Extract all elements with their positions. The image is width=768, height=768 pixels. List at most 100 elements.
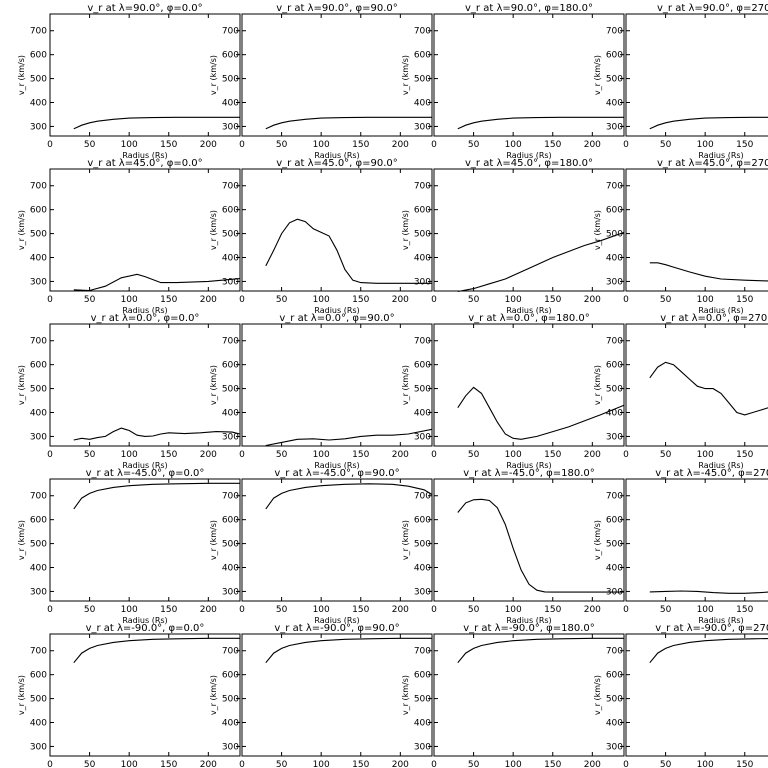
x-tick-label: 150	[160, 605, 177, 615]
y-tick-label: 400	[414, 719, 431, 729]
y-tick-label: 600	[606, 206, 623, 216]
series-line	[265, 218, 432, 284]
x-tick-label: 50	[468, 450, 480, 460]
y-tick-label: 400	[30, 409, 47, 419]
y-tick-label: 700	[606, 337, 623, 347]
plot-frame	[241, 13, 433, 137]
y-tick-label: 600	[30, 516, 47, 526]
y-tick-label: 700	[414, 182, 431, 192]
x-tick-label: 200	[392, 605, 409, 615]
x-tick-label: 0	[47, 450, 53, 460]
y-tick-label: 700	[414, 27, 431, 37]
y-tick-label: 400	[414, 409, 431, 419]
x-axis-label: Radius (Rs)	[314, 616, 359, 625]
subplot-4: v_r at λ=90.0°, φ=270.0°0501001502003004…	[593, 3, 768, 160]
x-tick-label: 0	[431, 450, 437, 460]
y-tick-label: 600	[606, 671, 623, 681]
x-axis-label: Radius (Rs)	[122, 461, 167, 470]
x-axis-label: Radius (Rs)	[506, 306, 551, 315]
plot-title: v_r at λ=45.0°, φ=180.0°	[465, 158, 593, 169]
x-tick-label: 50	[468, 295, 480, 305]
x-tick-label: 150	[544, 450, 561, 460]
x-tick-label: 50	[660, 450, 672, 460]
x-tick-label: 100	[313, 760, 330, 768]
x-tick-label: 100	[121, 605, 138, 615]
y-tick-label: 400	[222, 564, 239, 574]
y-tick-label: 400	[606, 564, 623, 574]
series-line	[265, 428, 433, 447]
x-axis-label: Radius (Rs)	[506, 151, 551, 160]
x-axis-label: Radius (Rs)	[698, 461, 743, 470]
y-tick-label: 400	[30, 564, 47, 574]
series-line	[649, 262, 768, 282]
y-axis-label: v_r (km/s)	[401, 365, 410, 405]
series-line	[649, 361, 768, 416]
y-tick-label: 600	[414, 361, 431, 371]
subplot-1: v_r at λ=90.0°, φ=0.0° 0 50 100 150 200 300 400…	[17, 3, 241, 160]
plot-title: v_r at λ=0.0°, φ=0.0°	[91, 313, 200, 324]
y-tick-label: 500	[606, 75, 623, 85]
y-tick-label: 500	[414, 385, 431, 395]
y-tick-label: 500	[30, 385, 47, 395]
x-tick-label: 100	[697, 450, 714, 460]
y-tick-label: 500	[222, 695, 239, 705]
plot-frame	[241, 168, 433, 292]
y-axis-label: v_r (km/s)	[209, 675, 218, 715]
x-tick-label: 150	[736, 605, 753, 615]
x-tick-label: 200	[392, 450, 409, 460]
plot-frame	[49, 478, 241, 602]
x-tick-label: 200	[200, 140, 217, 150]
y-tick-label: 700	[606, 647, 623, 657]
plot-frame	[433, 168, 625, 292]
x-tick-label: 0	[47, 140, 53, 150]
y-tick-label: 400	[414, 254, 431, 264]
x-tick-label: 150	[352, 140, 369, 150]
y-tick-label: 300	[414, 587, 431, 597]
y-axis-label: v_r (km/s)	[209, 520, 218, 560]
y-tick-label: 700	[30, 647, 47, 657]
subplot-2: v_r at λ=90.0°, φ=90.0° 0 50 100 150 200 300 40…	[209, 3, 433, 160]
series-line	[649, 116, 768, 130]
y-tick-label: 700	[30, 182, 47, 192]
x-tick-label: 0	[431, 140, 437, 150]
y-tick-label: 300	[414, 277, 431, 287]
y-tick-label: 600	[414, 516, 431, 526]
y-tick-label: 300	[222, 122, 239, 132]
plot-title: v_r at λ=0.0°, φ=90.0°	[279, 313, 394, 324]
x-axis-label: Radius (Rs)	[698, 151, 743, 160]
subplot-20: v_r at λ=-90.0°, φ=270.0°050100150200300…	[593, 623, 768, 768]
x-tick-label: 100	[505, 140, 522, 150]
y-tick-label: 700	[222, 182, 239, 192]
y-tick-label: 700	[222, 492, 239, 502]
x-tick-label: 50	[84, 605, 96, 615]
x-tick-label: 50	[660, 760, 672, 768]
y-tick-label: 700	[606, 492, 623, 502]
y-tick-label: 400	[30, 99, 47, 109]
y-tick-label: 400	[414, 564, 431, 574]
x-tick-label: 0	[239, 295, 245, 305]
x-tick-label: 200	[200, 450, 217, 460]
y-tick-label: 700	[414, 337, 431, 347]
y-tick-label: 400	[30, 719, 47, 729]
y-tick-label: 600	[606, 516, 623, 526]
x-tick-label: 100	[313, 605, 330, 615]
y-tick-label: 500	[606, 695, 623, 705]
series-line	[73, 637, 240, 664]
x-tick-label: 100	[505, 450, 522, 460]
plot-frame	[625, 13, 768, 137]
y-tick-label: 400	[414, 99, 431, 109]
y-tick-label: 700	[606, 27, 623, 37]
plot-title: v_r at λ=-90.0°, φ=0.0°	[86, 623, 205, 634]
y-tick-label: 300	[606, 587, 623, 597]
x-tick-label: 100	[313, 140, 330, 150]
x-tick-label: 50	[276, 605, 288, 615]
y-tick-label: 500	[414, 230, 431, 240]
x-tick-label: 50	[276, 760, 288, 768]
x-tick-label: 150	[544, 760, 561, 768]
y-tick-label: 600	[222, 361, 239, 371]
x-tick-label: 50	[84, 450, 96, 460]
y-tick-label: 700	[414, 647, 431, 657]
x-tick-label: 0	[623, 295, 629, 305]
x-tick-label: 0	[431, 605, 437, 615]
series-line	[265, 637, 432, 664]
